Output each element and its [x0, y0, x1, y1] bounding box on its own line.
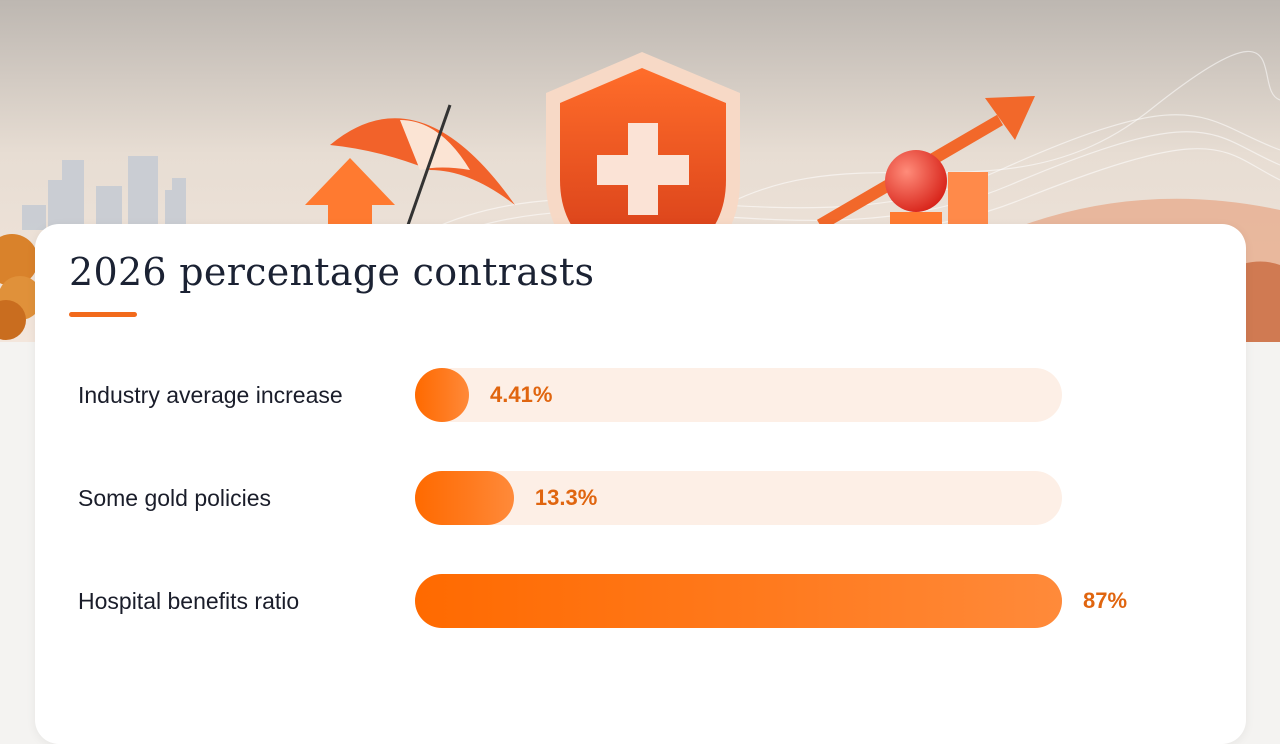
bar-chart: Industry average increase 4.41% Some gold …	[35, 224, 1246, 744]
medical-shield-icon	[546, 52, 740, 260]
title-underline	[69, 312, 137, 317]
red-ball-icon	[885, 150, 947, 212]
bar-category-label: Some gold policies	[78, 485, 272, 511]
bar-track	[415, 471, 1062, 525]
page-title: 2026 percentage contrasts	[69, 250, 595, 294]
up-arrow-icon	[305, 158, 395, 230]
umbrella-icon	[330, 104, 515, 226]
bar-category-label: Hospital benefits ratio	[78, 588, 300, 614]
bar-category-label: Industry average increase	[78, 382, 343, 408]
bar	[415, 368, 469, 422]
bar	[415, 471, 514, 525]
bar-value-label: 87%	[1083, 588, 1128, 613]
bar	[415, 574, 1062, 628]
bar-track	[415, 368, 1062, 422]
bar-track	[415, 574, 1062, 628]
bar-value-label: 4.41%	[490, 382, 553, 407]
autumn-tree-icon	[0, 234, 42, 340]
bar-value-label: 13.3%	[534, 485, 598, 510]
city-skyline-icon	[22, 156, 186, 230]
chart-card: 2026 percentage contrasts Industry avera…	[35, 224, 1246, 744]
